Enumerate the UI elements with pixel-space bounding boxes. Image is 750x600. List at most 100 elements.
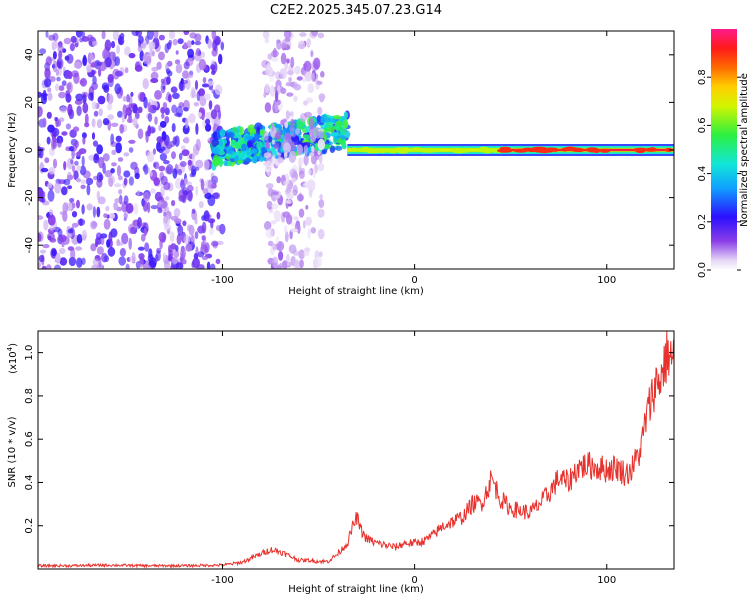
heatmap-cell-420 [205, 111, 213, 120]
heatmap-cell-634 [76, 165, 82, 172]
heatmap-cell-1054 [335, 145, 343, 151]
heatmap-cell-706 [154, 90, 162, 100]
heatmap-cell-439 [163, 160, 170, 165]
heatmap-cell-36 [215, 258, 221, 265]
heatmap-cell-1437 [299, 170, 305, 180]
heatmap-cell-693 [191, 165, 197, 176]
heatmap-cell-1567 [497, 148, 513, 153]
heatmap-cell-685 [49, 209, 53, 216]
heatmap-cell-292 [126, 94, 130, 103]
heatmap-cell-1429 [272, 243, 278, 251]
heatmap-cell-1394 [290, 228, 299, 233]
heatmap-cell-415 [96, 190, 101, 200]
heatmap-cell-1453 [317, 228, 325, 240]
heatmap-cell-589 [82, 56, 88, 67]
colorbar-tick-label-4: 0.8 [697, 69, 708, 85]
heatmap-cell-521 [89, 40, 93, 46]
spectrogram-x-tick-label-0: -100 [211, 275, 234, 286]
heatmap-cell-686 [93, 110, 99, 117]
heatmap-cell-1411 [293, 83, 302, 91]
heatmap-cell-127 [169, 231, 175, 243]
heatmap-cell-1496 [283, 31, 292, 39]
heatmap-cell-571 [183, 31, 190, 36]
heatmap-cell-361 [100, 236, 105, 246]
heatmap-cell-518 [141, 233, 146, 242]
heatmap-cell-294 [88, 92, 94, 101]
heatmap-cell-1471 [302, 220, 306, 229]
spectrogram-y-tick-label-3: -20 [24, 189, 35, 205]
heatmap-cell-792 [65, 93, 72, 103]
heatmap-cell-770 [183, 107, 189, 112]
heatmap-cell-526 [62, 202, 69, 214]
heatmap-cell-87 [152, 148, 156, 155]
heatmap-cell-1563 [526, 147, 541, 152]
heatmap-cell-538 [42, 117, 47, 128]
heatmap-cell-586 [187, 185, 194, 192]
spectrogram-x-tick-label-2: 100 [597, 275, 616, 286]
heatmap-cell-606 [40, 190, 46, 199]
heatmap-cell-397 [97, 196, 106, 205]
heatmap-cell-1404 [289, 126, 295, 133]
heatmap-cell-659 [194, 41, 202, 46]
heatmap-cell-1299 [303, 154, 309, 166]
heatmap-cell-1498 [319, 194, 323, 200]
heatmap-cell-1552 [574, 148, 585, 153]
heatmap-cell-1398 [276, 176, 282, 184]
heatmap-cell-1416 [263, 91, 267, 98]
heatmap-cell-1499 [283, 142, 291, 154]
heatmap-cell-422 [183, 61, 190, 70]
heatmap-cell-138 [73, 126, 80, 132]
heatmap-cell-520 [82, 93, 87, 105]
heatmap-cell-2 [182, 220, 187, 227]
heatmap-cell-741 [87, 34, 94, 40]
heatmap-cell-760 [134, 64, 143, 72]
heatmap-cell-1348 [299, 259, 304, 269]
heatmap-cell-656 [115, 142, 122, 154]
heatmap-cell-203 [118, 256, 126, 266]
heatmap-cell-813 [201, 83, 210, 88]
heatmap-cell-1342 [284, 151, 288, 161]
heatmap-cell-1217 [244, 135, 254, 141]
heatmap-cell-547 [72, 165, 76, 173]
colorbar-tick-label-3: 0.6 [697, 117, 708, 133]
heatmap-cell-1463 [315, 130, 321, 139]
heatmap-cell-743 [96, 61, 103, 67]
heatmap-cell-642 [62, 210, 68, 222]
heatmap-cell-681 [128, 147, 134, 153]
heatmap-cell-471 [216, 225, 222, 232]
spectrogram-y-tick-label-2: 0 [24, 147, 35, 153]
heatmap-cell-711 [166, 70, 173, 77]
heatmap-cell-809 [138, 35, 144, 44]
heatmap-cell-1191 [329, 132, 339, 137]
heatmap-cell-157 [134, 111, 140, 120]
heatmap-cell-241 [187, 48, 195, 59]
heatmap-cell-1492 [285, 199, 292, 204]
heatmap-cell-336 [81, 204, 85, 215]
heatmap-cell-321 [43, 219, 49, 231]
heatmap-cell-757 [91, 118, 96, 128]
heatmap-cell-1408 [265, 183, 274, 189]
heatmap-cell-1399 [296, 76, 303, 81]
heatmap-cell-701 [81, 155, 85, 167]
heatmap-cell-1141 [333, 124, 340, 130]
heatmap-cell-761 [211, 175, 219, 185]
heatmap-cell-769 [101, 252, 108, 263]
heatmap-cell-666 [97, 95, 106, 105]
heatmap-cell-734 [163, 181, 171, 191]
heatmap-cell-322 [58, 85, 65, 91]
heatmap-cell-670 [110, 168, 115, 174]
heatmap-cell-492 [90, 220, 97, 230]
heatmap-cell-717 [136, 190, 140, 197]
heatmap-cell-1360 [290, 56, 295, 68]
heatmap-cell-775 [192, 151, 195, 163]
heatmap-cell-495 [153, 177, 160, 186]
heatmap-cell-1485 [293, 216, 299, 221]
heatmap-cell-1377 [284, 224, 288, 235]
heatmap-cell-767 [177, 224, 184, 236]
heatmap-cell-689 [181, 149, 190, 157]
heatmap-cell-62 [124, 46, 131, 56]
heatmap-cell-577 [65, 123, 71, 130]
heatmap-cell-625 [98, 174, 104, 181]
colorbar: 0.0 0.2 0.4 0.6 0.8 Normalized spectral ampl… [697, 29, 750, 278]
heatmap-cell-1488 [311, 145, 315, 153]
